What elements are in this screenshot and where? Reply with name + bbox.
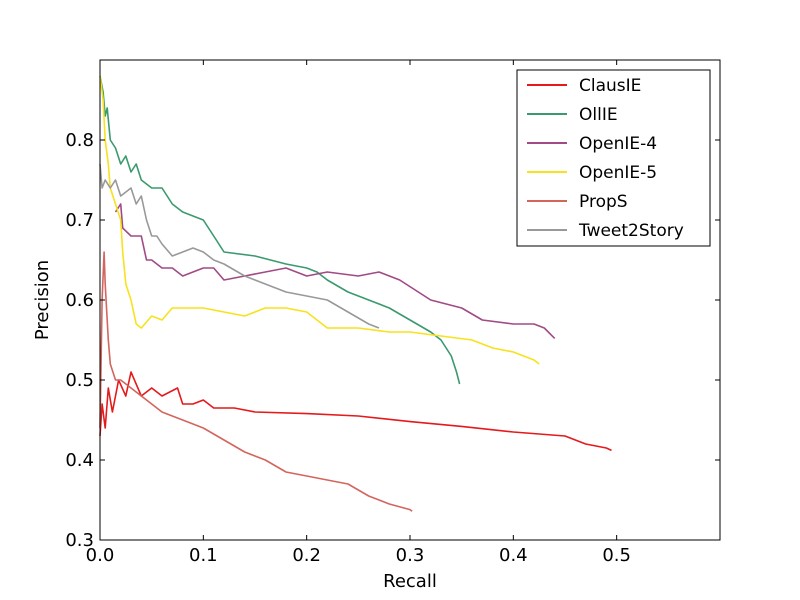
series-line-tweet2story <box>99 163 380 329</box>
y-tick-label: 0.3 <box>65 530 94 551</box>
series-line-ollie <box>99 75 461 385</box>
y-tick-label: 0.6 <box>65 290 94 311</box>
y-tick-label: 0.5 <box>65 370 94 391</box>
x-tick-label: 0.1 <box>189 545 218 566</box>
legend: ClausIE OllIE OpenIE-4 OpenIE-5 PropS Tweet2S… <box>516 69 711 247</box>
legend-label: ClausIE <box>579 76 641 96</box>
legend-label: OpenIE-4 <box>579 134 657 154</box>
y-axis-label: Precision <box>32 260 53 340</box>
x-tick-label: 0.0 <box>86 545 115 566</box>
legend-label: Tweet2Story <box>578 221 684 241</box>
y-tick-label: 0.4 <box>65 450 94 471</box>
x-tick-label: 0.3 <box>396 545 425 566</box>
x-tick-label: 0.5 <box>602 545 631 566</box>
y-tick-label: 0.8 <box>65 130 94 151</box>
x-tick-label: 0.2 <box>292 545 321 566</box>
tick-layer: 0.0 0.1 0.2 0.3 0.4 0.5 0.3 0.4 0.5 0.6 0.7 0.8 <box>65 60 720 566</box>
legend-label: PropS <box>579 192 628 212</box>
legend-label: OpenIE-5 <box>579 163 657 183</box>
series-line-openie-5 <box>99 75 540 365</box>
legend-box <box>516 69 711 247</box>
series-line-openie-4 <box>114 203 556 339</box>
series-line-props <box>99 251 413 512</box>
y-tick-label: 0.7 <box>65 210 94 231</box>
legend-label: OllIE <box>579 105 618 125</box>
series-layer <box>99 75 612 512</box>
x-tick-label: 0.4 <box>499 545 528 566</box>
series-line-clausie <box>99 371 612 452</box>
x-axis-label: Recall <box>383 571 437 592</box>
